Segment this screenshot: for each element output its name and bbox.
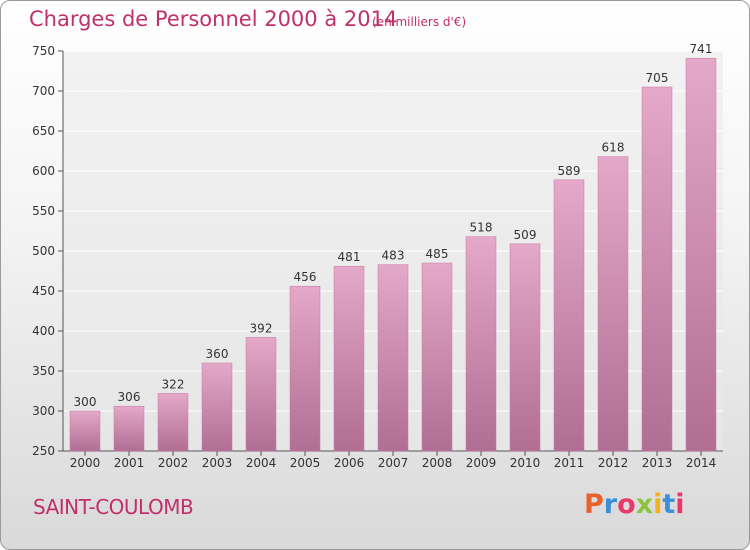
y-tick-label: 650	[32, 124, 55, 138]
logo-letter: o	[617, 489, 636, 520]
logo-letter: r	[603, 489, 618, 520]
bar	[553, 179, 585, 452]
logo-letter: t	[662, 489, 676, 520]
y-tick-label: 300	[32, 404, 55, 418]
bar	[245, 337, 277, 452]
bar	[113, 405, 145, 452]
y-tick-label: 700	[32, 84, 55, 98]
data-label: 300	[74, 395, 97, 409]
y-tick-label: 500	[32, 244, 55, 258]
bar	[69, 410, 101, 452]
x-tick-label: 2010	[510, 456, 541, 470]
chart-title: Charges de Personnel 2000 à 2014	[29, 7, 398, 31]
data-label: 618	[602, 141, 625, 155]
logo-letter: i	[653, 489, 663, 520]
y-tick-label: 600	[32, 164, 55, 178]
bar	[641, 86, 673, 452]
x-tick-label: 2011	[554, 456, 585, 470]
data-label: 306	[118, 390, 141, 404]
x-tick-label: 2009	[466, 456, 497, 470]
data-label: 481	[338, 250, 361, 264]
x-tick-label: 2002	[158, 456, 189, 470]
x-tick-label: 2013	[642, 456, 673, 470]
data-label: 518	[470, 221, 493, 235]
chart-subtitle: (en milliers d'€)	[372, 15, 467, 29]
data-label: 483	[382, 249, 405, 263]
data-label: 589	[558, 164, 581, 178]
data-label: 705	[646, 71, 669, 85]
x-tick-label: 2004	[246, 456, 277, 470]
logo-letter: x	[635, 489, 654, 520]
data-label: 360	[206, 347, 229, 361]
bar	[157, 393, 189, 452]
bar	[597, 156, 629, 452]
bar	[465, 236, 497, 452]
data-label: 322	[162, 377, 185, 391]
data-label: 485	[426, 247, 449, 261]
x-tick-label: 2001	[114, 456, 145, 470]
data-label: 456	[294, 270, 317, 284]
y-tick-label: 550	[32, 204, 55, 218]
bar	[377, 264, 409, 452]
x-tick-label: 2008	[422, 456, 453, 470]
bar	[289, 285, 321, 452]
x-tick-label: 2007	[378, 456, 409, 470]
proxiti-logo: Proxiti	[584, 489, 685, 520]
bar	[685, 57, 717, 452]
x-tick-label: 2000	[70, 456, 101, 470]
logo-letter: i	[675, 489, 685, 520]
y-tick-label: 350	[32, 364, 55, 378]
x-tick-label: 2003	[202, 456, 233, 470]
bar	[509, 243, 541, 452]
x-tick-label: 2006	[334, 456, 365, 470]
x-tick-label: 2012	[598, 456, 629, 470]
data-label: 392	[250, 321, 273, 335]
x-tick-label: 2005	[290, 456, 321, 470]
data-label: 509	[514, 228, 537, 242]
y-tick-label: 400	[32, 324, 55, 338]
town-name: SAINT-COULOMB	[33, 495, 194, 519]
bar	[421, 262, 453, 452]
y-tick-label: 250	[32, 444, 55, 458]
bar	[333, 265, 365, 452]
bar	[201, 362, 233, 452]
y-tick-label: 750	[32, 44, 55, 58]
data-label: 741	[690, 42, 713, 56]
logo-letter: P	[584, 489, 604, 520]
x-tick-label: 2014	[686, 456, 717, 470]
y-tick-label: 450	[32, 284, 55, 298]
